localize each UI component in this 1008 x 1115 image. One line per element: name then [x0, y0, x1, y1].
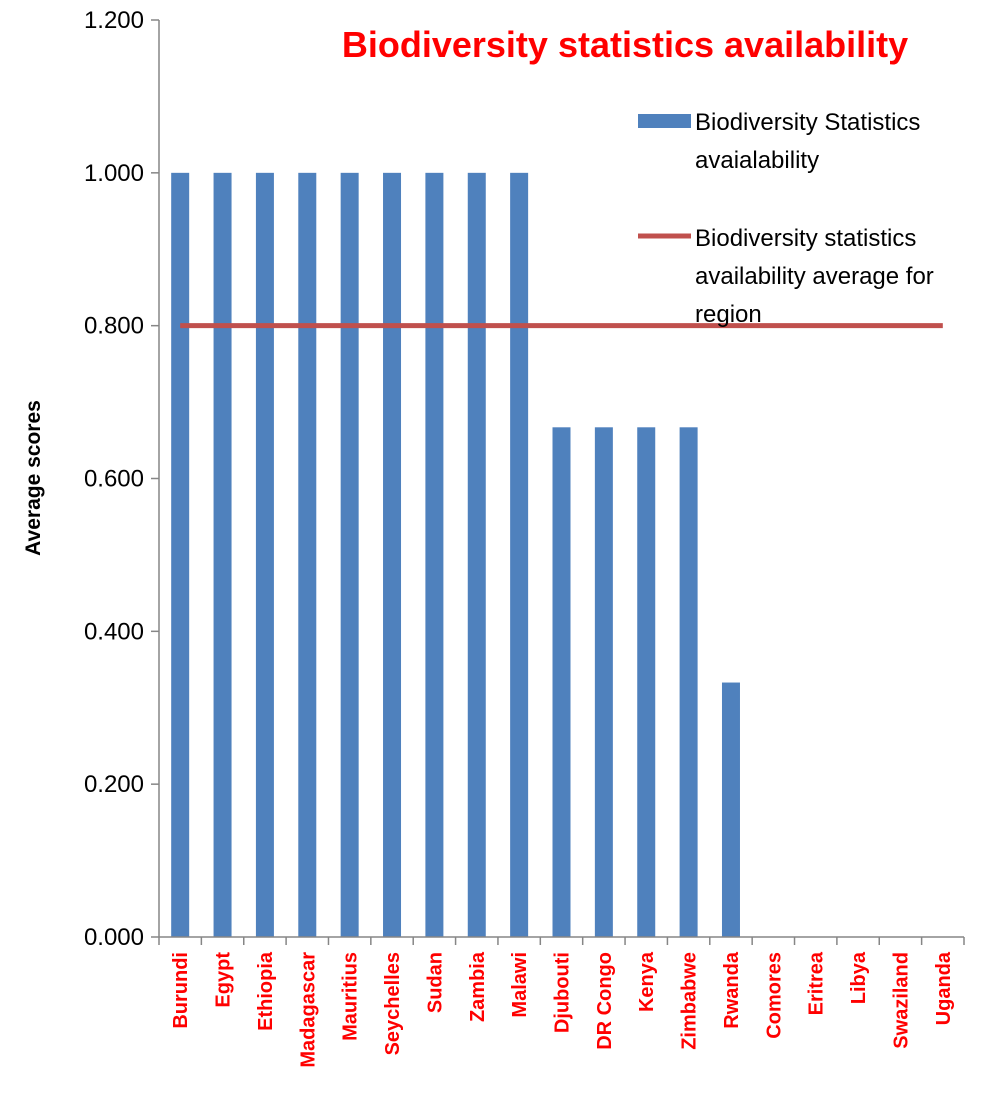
x-tick-label: Mauritius	[340, 952, 362, 1041]
x-tick-label: Eritrea	[806, 951, 828, 1015]
bar-kenya	[637, 427, 656, 937]
bar-malawi	[510, 172, 529, 938]
chart-title: Biodiversity statistics availability	[342, 24, 908, 65]
x-tick-label: Zambia	[467, 951, 489, 1022]
bar-burundi	[171, 172, 190, 938]
bar-zimbabwe	[679, 427, 698, 937]
y-tick-label: 1.200	[84, 7, 144, 34]
y-tick-label: 0.400	[84, 618, 144, 645]
y-tick-label: 0.800	[84, 313, 144, 340]
x-tick-label: Libya	[848, 951, 870, 1004]
x-tick-label: Zimbabwe	[679, 952, 701, 1050]
x-tick-label: Egypt	[213, 952, 235, 1008]
bar-rwanda	[721, 682, 740, 937]
x-tick-label: Madagascar	[297, 952, 319, 1068]
bar-sudan	[425, 172, 444, 938]
x-tick-label: Uganda	[933, 951, 955, 1025]
y-tick-label: 0.600	[84, 466, 144, 493]
legend: Biodiversity Statistics avaialability Biod…	[638, 109, 934, 328]
legend-bar-swatch	[638, 114, 691, 128]
legend-bar-label: Biodiversity Statistics	[695, 109, 920, 136]
x-tick-label: DR Congo	[594, 952, 616, 1050]
x-tick-label: Ethiopia	[255, 951, 277, 1031]
y-tick-labels: 0.000 0.200 0.400 0.600 0.800 1.000 1.200	[84, 7, 144, 951]
bar-ethiopia	[255, 172, 274, 938]
y-tick-label: 1.000	[84, 160, 144, 187]
bar-zambia	[467, 172, 486, 938]
legend-line-label: region	[695, 301, 762, 328]
x-tick-label: Malawi	[509, 952, 531, 1018]
bar-djubouti	[552, 427, 571, 937]
x-tick-label: Burundi	[170, 952, 192, 1029]
legend-line-label: Biodiversity statistics	[695, 225, 916, 252]
bar-dr-congo	[594, 427, 613, 937]
x-tick-label: Rwanda	[721, 951, 743, 1029]
y-tick-label: 0.200	[84, 771, 144, 798]
bar-mauritius	[340, 172, 359, 938]
x-tick-label: Seychelles	[382, 952, 404, 1055]
bar-seychelles	[383, 172, 402, 938]
y-tick-label: 0.000	[84, 924, 144, 951]
legend-line-label: availability average for	[695, 263, 934, 290]
x-tick-label: Swaziland	[890, 952, 912, 1049]
x-tick-label: Djubouti	[552, 952, 574, 1033]
x-tick-label: Kenya	[636, 951, 658, 1012]
bar-series	[171, 172, 740, 938]
x-tick-labels: Burundi Egypt Ethiopia Madagascar Mauritius S…	[170, 951, 955, 1068]
bar-egypt	[213, 172, 232, 938]
y-axis-label: Average scores	[22, 400, 45, 556]
x-tick-label: Comores	[763, 952, 785, 1039]
x-tick-label: Sudan	[424, 952, 446, 1013]
bar-madagascar	[298, 172, 317, 938]
legend-bar-label: avaialability	[695, 147, 819, 174]
axes	[151, 19, 965, 945]
